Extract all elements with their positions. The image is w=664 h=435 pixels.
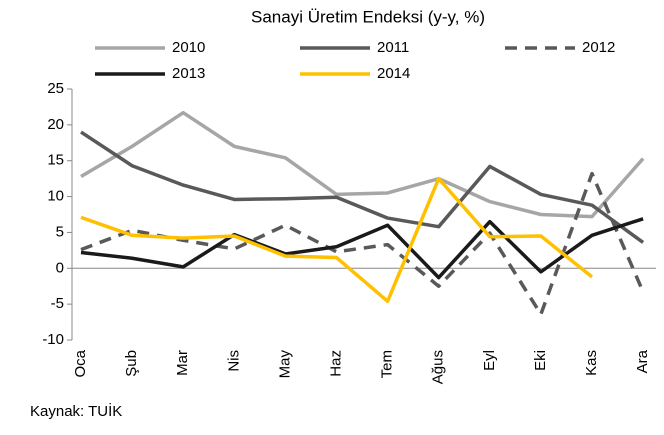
x-tick-label: Kas [583,350,600,376]
source: Kaynak: TUİK [30,402,122,420]
x-tick-label: Ağus [430,350,447,384]
y-tick-label: 25 [47,80,64,97]
y-tick-label: 20 [47,116,64,133]
legend-label: 2013 [172,65,205,82]
x-tick-label: Mar [174,350,191,376]
series-line [80,110,645,219]
legend-label: 2010 [172,39,205,56]
legend-label: 2012 [582,39,615,56]
y-tick-label: 15 [47,152,64,169]
y-tick-label: 5 [56,223,64,240]
legend-label: 2014 [377,65,410,82]
series-line [80,217,644,280]
series-line [80,130,645,244]
x-tick-label: Haz [327,350,344,377]
x-tick-label: May [276,350,293,379]
x-tick-label: Eyl [481,350,498,371]
x-tick-label: Nis [225,350,242,372]
y-tick-label: 0 [56,259,64,276]
y-tick-label: -5 [51,295,64,312]
legend-label: 2011 [377,39,409,56]
x-tick-label: Oca [72,349,89,377]
series-line [80,171,645,316]
y-tick-label: -10 [42,331,64,348]
x-tick-label: Ara [634,349,651,373]
series-line [80,176,594,304]
y-tick-label: 10 [47,188,64,205]
x-tick-label: Eki [532,350,549,371]
chart-title: Sanayi Üretim Endeksi (y-y, %) [251,7,485,26]
x-tick-label: Tem [379,350,396,378]
x-tick-label: Şub [123,350,140,377]
